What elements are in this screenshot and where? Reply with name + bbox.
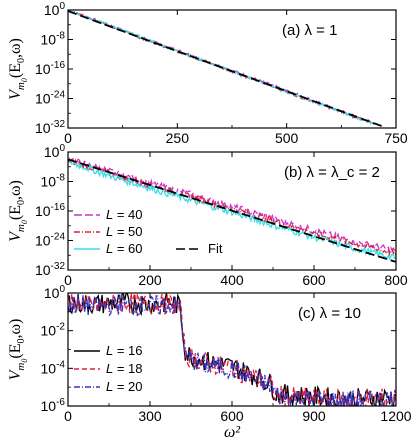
x-tick-label: 200 [138,272,162,288]
x-tick-label: 0 [64,130,72,146]
x-axis-label: ω² [224,424,241,441]
series-line [68,158,396,263]
legend-label: L = 20 [106,379,143,394]
y-axis-label: Vm0(E0,ω) [7,180,29,242]
x-tick-label: 400 [220,272,244,288]
legend-label: L = 18 [106,361,143,376]
series-line [68,157,396,253]
y-tick-label: 10-8 [41,31,66,48]
chart-panel-3: 0 300 600 900 1200 100 10-2 10-4 10-6 (c) λ = 10 V… [7,284,411,441]
legend-label: L = 16 [106,343,143,358]
x-tick-label: 0 [64,272,72,288]
series-group [68,10,384,128]
x-tick-label: 900 [302,408,326,424]
x-tick-label: 600 [220,408,244,424]
y-tick-label: 100 [44,1,66,18]
legend-label: L = 40 [106,207,143,222]
y-tick-label: 10-32 [35,261,65,278]
panel-label: (c) λ = 10 [298,305,361,322]
legend-label: L = 50 [106,224,143,239]
series-group [68,157,396,263]
series-line [68,10,384,128]
x-tick-label: 600 [302,272,326,288]
x-tick-label: 300 [138,408,162,424]
panel-label: (b) λ = λ_c = 2 [284,164,380,181]
x-tick-label: 1200 [380,408,411,424]
y-tick-label: 10-32 [35,119,65,136]
y-tick-label: 10-16 [35,202,65,219]
x-tick-label: 750 [384,130,408,146]
y-tick-label: 10-24 [35,232,65,249]
legend: L = 16 L = 18 L = 20 [74,343,143,394]
y-axis-label: Vm0(E0,ω) [7,319,29,381]
legend-label: Fit [208,241,223,256]
y-tick-label: 10-16 [35,60,65,77]
chart-panel-1: 0 250 500 750 100 10-8 10-16 10-24 10-32 (a) λ = … [7,1,408,146]
y-tick-label: 100 [44,143,66,160]
y-tick-label: 10-4 [41,359,66,376]
y-axis-label: Vm0(E0,ω) [7,38,29,100]
x-tick-label: 0 [64,408,72,424]
panel-label: (a) λ = 1 [282,22,337,39]
y-tick-label: 10-2 [41,322,66,339]
y-tick-label: 10-6 [41,397,66,414]
series-line [68,293,396,406]
y-tick-label: 100 [44,284,66,301]
legend-label: L = 60 [106,241,143,256]
chart-panel-2: 0 200 400 600 800 100 10-8 10-16 10-24 10-32 (b) λ… [7,143,408,288]
x-tick-label: 500 [275,130,299,146]
series-line [68,293,396,406]
y-tick-label: 10-8 [41,173,66,190]
legend: L = 40 L = 50 L = 60 Fit [74,207,223,256]
x-tick-label: 250 [166,130,190,146]
x-tick-label: 800 [384,272,408,288]
y-tick-label: 10-24 [35,90,65,107]
